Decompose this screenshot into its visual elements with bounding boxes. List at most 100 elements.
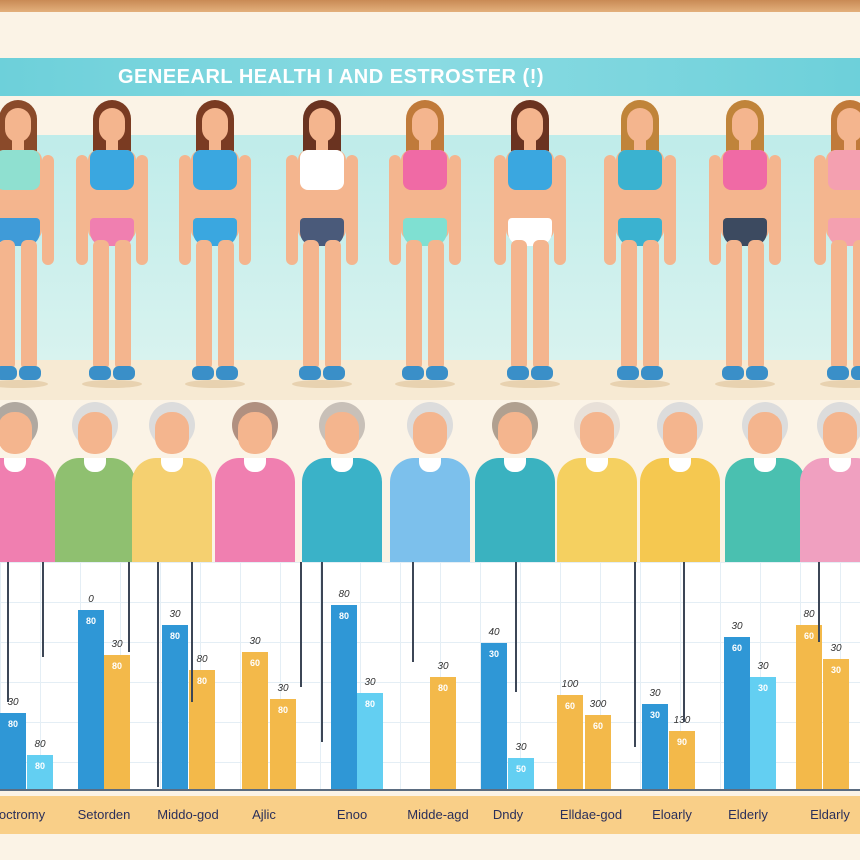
head (412, 108, 438, 142)
bar-value-label: 30 (364, 676, 376, 688)
category-label: Midde-agd (407, 807, 469, 822)
elderly-woman (720, 400, 810, 562)
head (5, 108, 31, 142)
bar-inner-label: 30 (830, 665, 841, 676)
chart-bar: 80 (430, 677, 456, 789)
top (193, 150, 237, 190)
cardigan (390, 458, 470, 562)
elderly-woman (552, 400, 642, 562)
neck (106, 140, 118, 152)
cardigan (725, 458, 805, 562)
category-label: Elldae-god (559, 807, 623, 822)
wooden-frame (0, 0, 860, 12)
bar-value-label: 30 (7, 696, 19, 708)
head (748, 412, 782, 454)
bar-value-label: 30 (277, 683, 289, 695)
cardigan (475, 458, 555, 562)
young-woman (695, 100, 795, 400)
arm (346, 155, 358, 265)
bar-inner-label: 30 (649, 709, 660, 720)
pointer-line (300, 562, 302, 687)
pointer-line (412, 562, 414, 662)
category-label: Dndy (492, 807, 524, 822)
shadow (715, 380, 775, 388)
shoe (617, 366, 639, 380)
bar-value-label: 30 (731, 620, 743, 632)
bar-inner-label: 80 (85, 615, 96, 626)
neck (844, 140, 856, 152)
neck (316, 140, 328, 152)
bar-value-label: 80 (34, 739, 46, 751)
top (300, 150, 344, 190)
collar (244, 458, 266, 472)
leg (303, 240, 319, 370)
cardigan (55, 458, 135, 562)
top (508, 150, 552, 190)
bar-inner-label: 60 (803, 631, 814, 642)
category-band: octromy Setorden Middo-god Ajlic Enoo Mi… (0, 796, 860, 834)
neck (739, 140, 751, 152)
arm (604, 155, 616, 265)
pointer-line (7, 562, 9, 702)
arm (179, 155, 191, 265)
leg (325, 240, 341, 370)
leg (218, 240, 234, 370)
bar-inner-label: 80 (338, 611, 349, 622)
chart-bar: 30 (481, 643, 507, 789)
bar-value-label: 30 (437, 661, 449, 672)
arm (239, 155, 251, 265)
arm (814, 155, 826, 265)
leg (511, 240, 527, 370)
shoe (19, 366, 41, 380)
bar-inner-label: 30 (488, 649, 499, 660)
arm (709, 155, 721, 265)
bar-value-label: 40 (488, 627, 500, 639)
bar-value-label: 80 (803, 609, 815, 621)
category-label: Ajlic (252, 807, 276, 822)
bar-value-label: 30 (169, 609, 181, 621)
head (0, 412, 32, 454)
arm (494, 155, 506, 265)
chart-bar: 60 (796, 625, 822, 789)
bar-inner-label: 80 (437, 683, 448, 693)
shoe (89, 366, 111, 380)
pointer-line (191, 562, 193, 702)
bar-inner-label: 80 (7, 718, 18, 729)
shoe (192, 366, 214, 380)
chart-bar: 60 (242, 652, 268, 789)
pointer-line (515, 562, 517, 692)
shoe (722, 366, 744, 380)
pointer-line (321, 562, 323, 742)
top (90, 150, 134, 190)
shadow (395, 380, 455, 388)
arm (769, 155, 781, 265)
arm (286, 155, 298, 265)
shoe (531, 366, 553, 380)
elderly-woman (795, 400, 860, 562)
shoe (426, 366, 448, 380)
chart-bar: 50 (508, 757, 534, 789)
young-woman (272, 100, 372, 400)
leg (428, 240, 444, 370)
bar-inner-label: 30 (757, 683, 768, 693)
chart-bar: 80 (189, 670, 215, 789)
bar-value-label: 30 (830, 643, 842, 655)
head (78, 412, 112, 454)
bar-value-label: 30 (249, 636, 261, 648)
shoe (323, 366, 345, 380)
collar (504, 458, 526, 472)
leg (196, 240, 212, 370)
cardigan (215, 458, 295, 562)
category-label: Setorden (77, 807, 131, 822)
bar-inner-label: 50 (515, 763, 526, 774)
neck (12, 140, 24, 152)
chart-bar: 60 (724, 636, 750, 789)
category-label: Eldarly (810, 807, 850, 822)
bar-inner-label: 80 (277, 705, 288, 716)
pointer-line (683, 562, 685, 722)
elderly-woman (210, 400, 300, 562)
top (0, 150, 40, 190)
leg (21, 240, 37, 370)
leg (93, 240, 109, 370)
leg (748, 240, 764, 370)
